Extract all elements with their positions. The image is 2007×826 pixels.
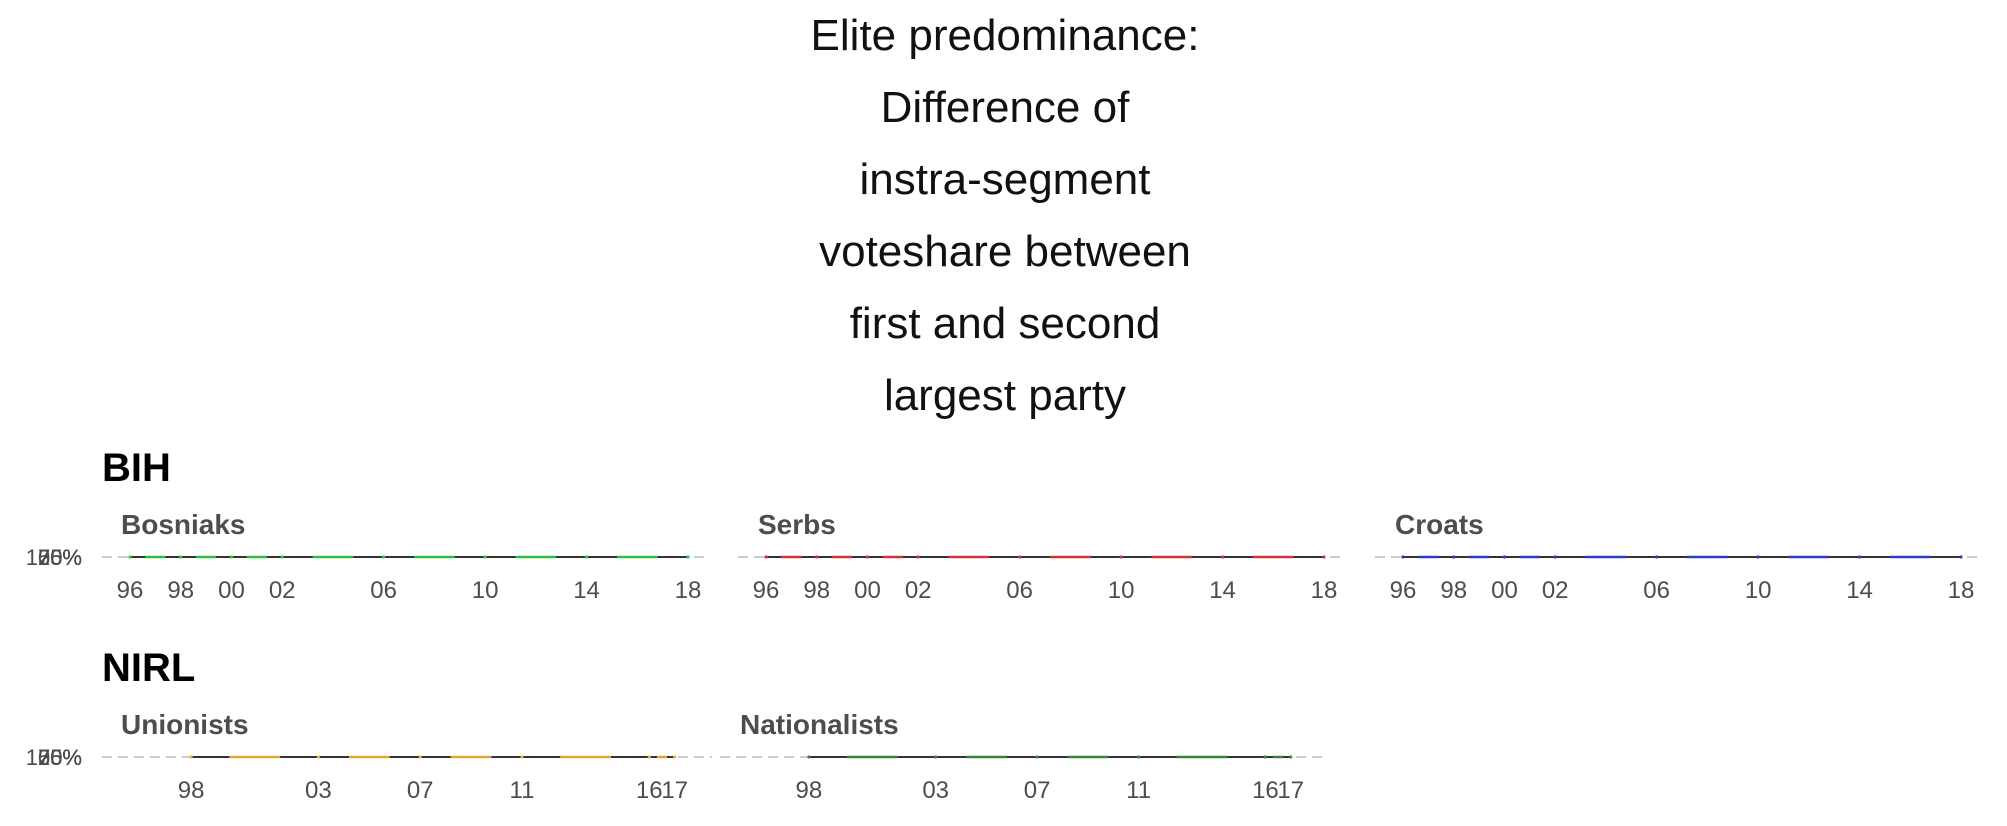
x-tick-label: 14 (1846, 577, 1873, 604)
x-tick-label: 16 (636, 777, 663, 804)
x-tick-label: 18 (675, 577, 702, 604)
chart-title-line: Elite predominance: (811, 11, 1200, 60)
data-point (916, 555, 920, 559)
x-tick-label: 98 (178, 777, 205, 804)
group-label-nirl: NIRL (102, 646, 195, 690)
x-tick-label: 02 (905, 577, 932, 604)
x-tick-label: 10 (472, 577, 499, 604)
y-tick-label: 100% (26, 745, 82, 770)
facet-label: Unionists (121, 709, 249, 740)
x-tick-label: 16 (1252, 777, 1279, 804)
data-point (1035, 755, 1039, 759)
x-tick-label: 17 (1277, 777, 1304, 804)
x-tick-label: 02 (1542, 577, 1569, 604)
x-tick-label: 07 (407, 777, 434, 804)
x-tick-label: 96 (753, 577, 780, 604)
data-point (189, 755, 193, 759)
data-point (673, 755, 677, 759)
x-tick-label: 03 (305, 777, 332, 804)
data-point (1452, 555, 1456, 559)
x-tick-label: 11 (1126, 777, 1151, 804)
x-tick-label: 00 (218, 577, 245, 604)
data-point (865, 555, 870, 559)
chart-title-line: largest party (884, 371, 1126, 420)
chart-title-line: Difference of (881, 83, 1130, 132)
x-tick-label: 18 (1948, 577, 1975, 604)
data-point (934, 755, 938, 759)
data-point (128, 555, 132, 559)
data-point (1289, 755, 1293, 759)
x-tick-label: 11 (510, 777, 535, 804)
data-point (520, 755, 524, 759)
x-tick-label: 18 (1311, 577, 1338, 604)
data-point (1655, 555, 1659, 559)
x-tick-label: 10 (1745, 577, 1772, 604)
data-point (382, 555, 386, 559)
y-tick-label: 100% (26, 545, 82, 570)
data-point (1322, 555, 1326, 559)
x-tick-label: 14 (1209, 577, 1236, 604)
y-tick-label: 25% (38, 545, 82, 570)
y-tick-label: 50% (38, 745, 82, 770)
chart-title-line: instra-segment (859, 155, 1150, 204)
x-tick-label: 98 (803, 577, 830, 604)
data-point (1553, 555, 1557, 559)
data-point (1220, 555, 1225, 559)
data-point (807, 755, 811, 759)
y-tick-label: 0% (50, 545, 82, 570)
facet-label: Serbs (758, 509, 836, 540)
data-point (1756, 555, 1760, 559)
data-point (483, 555, 487, 559)
data-point (686, 555, 690, 559)
x-tick-label: 02 (269, 577, 296, 604)
data-point (1959, 555, 1963, 559)
data-point (584, 555, 589, 559)
x-tick-label: 96 (1390, 577, 1417, 604)
group-label-bih: BIH (102, 446, 171, 490)
facet-label: Nationalists (740, 709, 899, 740)
data-point (1119, 555, 1123, 559)
data-point (316, 755, 320, 759)
x-tick-label: 06 (1006, 577, 1033, 604)
x-tick-label: 03 (922, 777, 949, 804)
data-point (815, 555, 819, 559)
x-tick-label: 00 (854, 577, 881, 604)
data-point (647, 755, 651, 759)
x-tick-label: 00 (1491, 577, 1518, 604)
x-tick-label: 98 (796, 777, 823, 804)
y-tick-label: 75% (38, 545, 82, 570)
y-tick-label: 25% (38, 745, 82, 770)
x-tick-label: 10 (1108, 577, 1135, 604)
x-tick-label: 98 (1440, 577, 1467, 604)
data-point (1018, 555, 1022, 559)
chart-title-line: first and second (850, 299, 1161, 348)
chart-title-line: voteshare between (819, 227, 1191, 276)
data-point (418, 755, 422, 759)
x-tick-label: 98 (167, 577, 194, 604)
data-point (764, 555, 768, 559)
x-tick-label: 06 (370, 577, 397, 604)
x-tick-label: 14 (573, 577, 600, 604)
facet-label: Bosniaks (121, 509, 246, 540)
data-point (280, 555, 284, 559)
data-point (1857, 555, 1862, 559)
x-tick-label: 96 (117, 577, 144, 604)
facet-label: Croats (1395, 509, 1484, 540)
data-point (1137, 755, 1141, 759)
y-tick-label: 50% (38, 545, 82, 570)
data-point (1401, 555, 1405, 559)
x-tick-label: 17 (661, 777, 688, 804)
data-point (1502, 555, 1507, 559)
y-tick-label: 0% (50, 745, 82, 770)
x-tick-label: 07 (1024, 777, 1051, 804)
data-point (179, 555, 183, 559)
y-tick-label: 75% (38, 745, 82, 770)
data-point (1263, 755, 1268, 759)
x-tick-label: 06 (1643, 577, 1670, 604)
data-point (229, 555, 234, 559)
